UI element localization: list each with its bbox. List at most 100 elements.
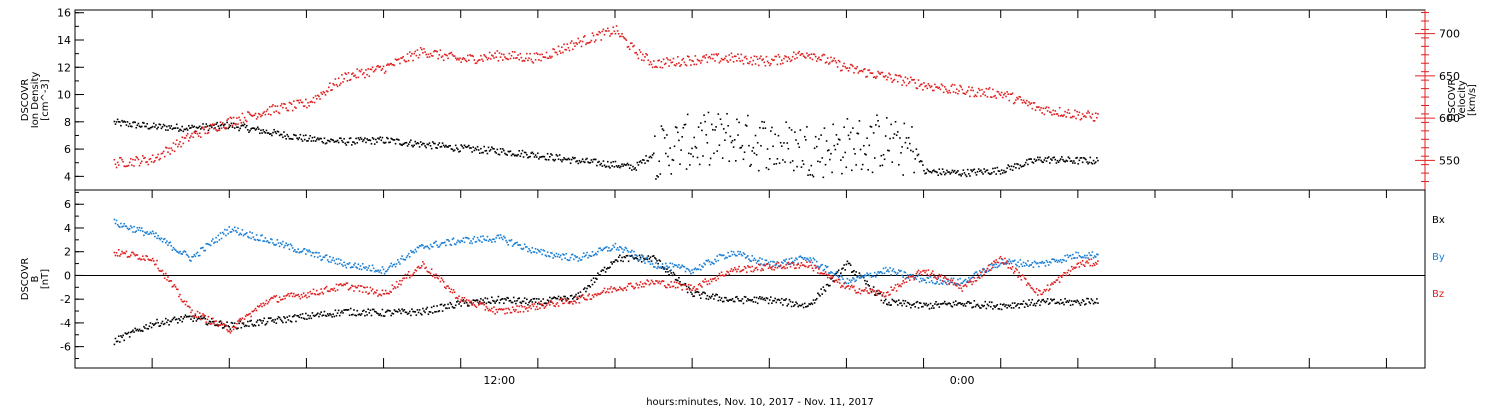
- data-point: [360, 285, 363, 287]
- data-point: [131, 226, 133, 229]
- data-point: [117, 164, 120, 166]
- data-point: [613, 246, 616, 249]
- data-point: [849, 281, 852, 283]
- data-point: [478, 59, 481, 61]
- data-point: [596, 253, 598, 256]
- data-point: [272, 131, 274, 134]
- data-point: [273, 111, 275, 113]
- data-point: [212, 317, 214, 320]
- data-point: [187, 124, 190, 127]
- data-point: [911, 274, 913, 277]
- data-point: [1026, 159, 1028, 161]
- data-point: [559, 52, 562, 54]
- data-point: [299, 251, 302, 253]
- data-point: [408, 51, 411, 53]
- data-point: [659, 266, 662, 268]
- data-point: [684, 63, 687, 66]
- data-point: [984, 270, 987, 272]
- data-point: [759, 257, 761, 259]
- data-point: [790, 257, 793, 260]
- data-point: [257, 112, 260, 115]
- data-point: [125, 225, 128, 228]
- data-point: [533, 156, 536, 158]
- data-point: [720, 254, 723, 257]
- data-point: [349, 266, 352, 269]
- data-point: [248, 236, 250, 239]
- data-point: [783, 142, 785, 144]
- data-point: [966, 89, 969, 92]
- data-point: [220, 237, 223, 240]
- data-point: [992, 167, 994, 170]
- data-point: [675, 281, 678, 284]
- data-point: [946, 303, 948, 306]
- data-point: [358, 290, 361, 292]
- data-point: [491, 296, 493, 299]
- data-point: [568, 158, 571, 161]
- data-point: [456, 301, 458, 303]
- data-point: [356, 68, 359, 70]
- data-point: [294, 134, 296, 137]
- data-point: [1073, 266, 1075, 269]
- data-point: [714, 60, 716, 62]
- data-point: [231, 228, 234, 231]
- data-point: [831, 60, 833, 63]
- data-point: [334, 140, 337, 143]
- data-point: [403, 258, 406, 261]
- data-point: [867, 292, 869, 294]
- data-point: [658, 259, 661, 261]
- data-point: [508, 52, 511, 55]
- data-point: [685, 267, 688, 270]
- data-point: [430, 147, 433, 150]
- data-point: [218, 239, 221, 241]
- data-point: [276, 105, 279, 107]
- data-point: [675, 264, 678, 267]
- data-point: [135, 155, 138, 158]
- data-point: [313, 101, 316, 104]
- data-point: [743, 265, 746, 268]
- data-point: [506, 154, 508, 156]
- data-point: [226, 119, 228, 122]
- data-point: [530, 152, 533, 154]
- data-point: [155, 124, 157, 126]
- data-point: [968, 276, 970, 279]
- data-point: [727, 124, 729, 127]
- data-point: [731, 139, 734, 142]
- data-point: [489, 239, 492, 241]
- data-point: [422, 307, 424, 310]
- data-point: [423, 310, 425, 312]
- data-point: [739, 299, 741, 302]
- data-point: [230, 321, 233, 324]
- data-point: [926, 304, 929, 307]
- data-point: [857, 72, 860, 74]
- data-point: [1093, 255, 1096, 257]
- data-point: [713, 298, 715, 300]
- data-point: [788, 263, 791, 265]
- data-point: [280, 298, 283, 301]
- data-point: [1094, 261, 1097, 264]
- data-point: [590, 298, 593, 300]
- data-point: [342, 81, 344, 83]
- data-point: [399, 263, 401, 265]
- data-point: [486, 235, 489, 238]
- data-point: [896, 304, 899, 306]
- data-point: [965, 285, 968, 288]
- data-point: [470, 300, 472, 303]
- data-point: [318, 293, 320, 296]
- data-point: [474, 305, 477, 308]
- data-point: [538, 59, 540, 61]
- data-point: [985, 169, 988, 172]
- data-point: [437, 277, 440, 280]
- data-point: [648, 283, 651, 286]
- data-point: [566, 258, 569, 261]
- data-point: [494, 52, 496, 54]
- data-point: [806, 257, 808, 260]
- data-point: [766, 263, 769, 265]
- data-point: [1080, 301, 1083, 304]
- data-point: [385, 136, 388, 139]
- data-point: [326, 259, 329, 261]
- data-point: [366, 314, 368, 316]
- data-point: [1096, 298, 1098, 300]
- data-point: [158, 269, 161, 272]
- data-point: [924, 85, 926, 88]
- data-point: [562, 298, 564, 301]
